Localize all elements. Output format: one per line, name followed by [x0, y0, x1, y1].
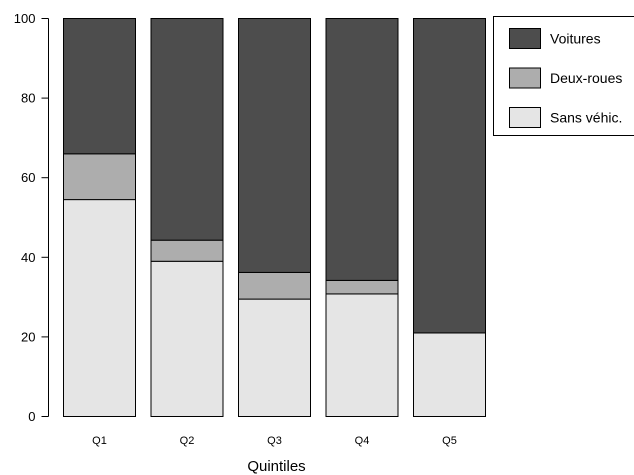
bar-Q1-voitures	[63, 18, 136, 155]
x-tick-label-Q2: Q2	[180, 435, 195, 447]
bar-stack-Q2	[150, 18, 224, 417]
y-axis: 0 20 40 60 80 100	[14, 11, 49, 424]
x-axis-title: Quintiles	[247, 458, 305, 475]
legend-label-voitures: Voitures	[550, 31, 601, 47]
legend-swatch-sans-v-hic	[509, 107, 541, 128]
bar-Q3-voitures	[238, 18, 311, 273]
bar-Q4-sans-v-hic	[325, 293, 399, 417]
bar-stack-Q1	[63, 18, 136, 417]
bar-stack-Q4	[325, 18, 399, 417]
x-tick-label-Q1: Q1	[92, 435, 107, 447]
bar-Q4-voitures	[325, 18, 399, 281]
x-tick-label-Q5: Q5	[442, 435, 457, 447]
bar-stacks	[63, 18, 486, 418]
bar-Q1-deux-roues	[63, 153, 136, 201]
bar-Q1-sans-v-hic	[63, 199, 136, 417]
legend: Voitures Deux-roues Sans véhic.	[493, 16, 634, 136]
bar-Q3-sans-v-hic	[238, 298, 311, 417]
bar-Q5-sans-v-hic	[413, 332, 486, 418]
legend-swatch-deux-roues	[509, 67, 541, 89]
x-axis: Q1 Q2 Q3 Q4 Q5	[92, 435, 457, 447]
y-tick-label-100: 100	[14, 11, 36, 26]
x-tick-label-Q3: Q3	[267, 435, 282, 447]
bar-Q5-voitures	[413, 18, 486, 334]
y-tick-label-0: 0	[28, 409, 35, 424]
x-tick-label-Q4: Q4	[355, 435, 370, 447]
bar-Q3-deux-roues	[238, 271, 311, 300]
y-tick-label-40: 40	[21, 250, 35, 265]
y-tick-label-20: 20	[21, 329, 35, 344]
legend-swatch-voitures	[509, 28, 541, 49]
bar-Q2-voitures	[150, 18, 224, 241]
bar-stack-Q3	[238, 18, 311, 417]
legend-label-deux-roues: Deux-roues	[550, 70, 622, 86]
bar-Q2-deux-roues	[150, 239, 224, 262]
bar-Q2-sans-v-hic	[150, 260, 224, 417]
bar-Q4-deux-roues	[325, 279, 399, 295]
y-tick-label-80: 80	[21, 91, 35, 106]
legend-label-sans-v-hic: Sans véhic.	[550, 110, 622, 126]
bar-stack-Q5	[413, 18, 486, 418]
y-tick-label-60: 60	[21, 170, 35, 185]
